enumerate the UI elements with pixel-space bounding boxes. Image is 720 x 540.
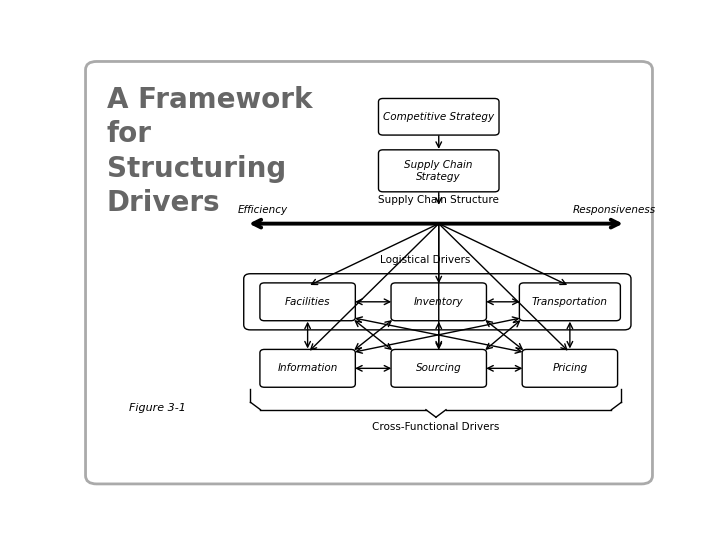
Text: Inventory: Inventory <box>414 297 464 307</box>
FancyBboxPatch shape <box>522 349 618 387</box>
FancyBboxPatch shape <box>391 349 487 387</box>
Text: Pricing: Pricing <box>552 363 588 373</box>
FancyBboxPatch shape <box>260 283 356 321</box>
FancyBboxPatch shape <box>519 283 621 321</box>
Text: Sourcing: Sourcing <box>416 363 462 373</box>
Text: Supply Chain
Strategy: Supply Chain Strategy <box>405 160 473 181</box>
Text: Cross-Functional Drivers: Cross-Functional Drivers <box>372 422 500 432</box>
Text: Supply Chain Structure: Supply Chain Structure <box>378 195 499 205</box>
Text: Transportation: Transportation <box>532 297 608 307</box>
FancyBboxPatch shape <box>379 150 499 192</box>
Text: Responsiveness: Responsiveness <box>573 205 656 215</box>
Text: Information: Information <box>277 363 338 373</box>
FancyBboxPatch shape <box>86 62 652 484</box>
Text: Logistical Drivers: Logistical Drivers <box>379 255 470 265</box>
Text: Facilities: Facilities <box>285 297 330 307</box>
Text: Competitive Strategy: Competitive Strategy <box>383 112 495 122</box>
FancyBboxPatch shape <box>260 349 356 387</box>
Text: A Framework
for
Structuring
Drivers: A Framework for Structuring Drivers <box>107 85 312 218</box>
Text: Efficiency: Efficiency <box>238 205 288 215</box>
FancyBboxPatch shape <box>391 283 487 321</box>
Text: Figure 3-1: Figure 3-1 <box>129 403 186 413</box>
FancyBboxPatch shape <box>379 98 499 135</box>
